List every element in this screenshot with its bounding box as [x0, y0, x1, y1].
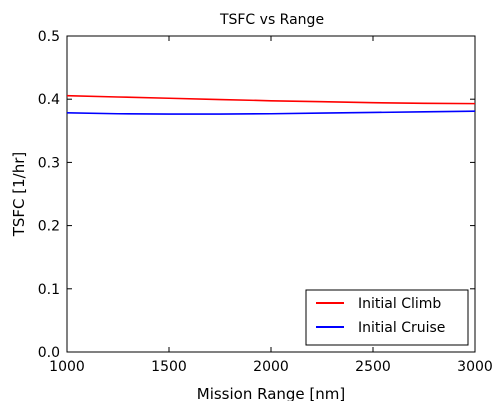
series-layer: [66, 94, 476, 115]
chart-title: TSFC vs Range: [219, 12, 324, 28]
y-tick-label: 0.3: [38, 155, 60, 171]
y-tick-label: 0.1: [38, 282, 60, 298]
y-tick-label: 0.4: [38, 92, 60, 108]
x-tick-label: 1000: [49, 359, 85, 375]
y-tick-label: 0.2: [38, 219, 60, 235]
legend-label-initial-climb: Initial Climb: [358, 296, 441, 312]
x-axis-label: Mission Range [nm]: [197, 385, 346, 401]
tick-layer: 1000 1500 2000 2500 3000 0.0 0.1 0.2 0.3 0.4 0.5: [38, 29, 493, 375]
legend-label-initial-cruise: Initial Cruise: [358, 320, 445, 336]
y-tick-label: 0.5: [38, 29, 60, 45]
legend: Initial Climb Initial Cruise: [305, 289, 469, 346]
plot-area: 1000 1500 2000 2500 3000 0.0 0.1 0.2 0.3 0.4 0.5: [38, 29, 493, 375]
series-line-initial-cruise: [66, 110, 476, 115]
x-tick-label: 1500: [151, 359, 187, 375]
x-tick-label: 2500: [355, 359, 391, 375]
series-line-initial-climb: [66, 94, 476, 105]
x-tick-label: 2000: [253, 359, 289, 375]
legend-box: [305, 289, 469, 346]
x-tick-label: 3000: [457, 359, 493, 375]
y-axis-label: TSFC [1/hr]: [10, 152, 28, 238]
y-tick-label: 0.0: [38, 345, 60, 361]
